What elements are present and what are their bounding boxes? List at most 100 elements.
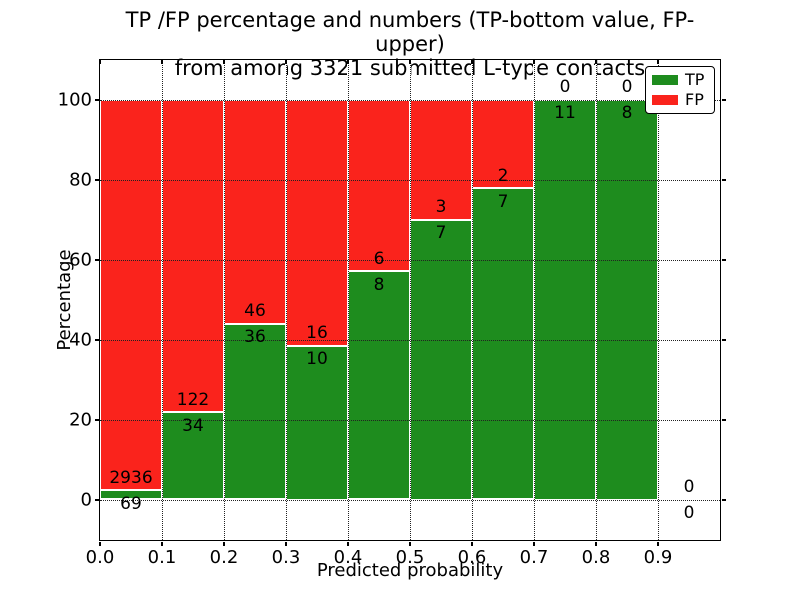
gridline-vertical xyxy=(223,59,225,540)
chart-title: TP /FP percentage and numbers (TP-bottom… xyxy=(100,8,720,80)
x-tick-label-0.1: 0.1 xyxy=(147,547,177,568)
y-tick-label-100: 100 xyxy=(57,89,92,111)
gridline-vertical xyxy=(285,59,287,540)
gridline-vertical xyxy=(347,59,349,540)
fp-count-label-0.1-0.2: 122 xyxy=(176,389,210,410)
tp-bar-0.1-0.2 xyxy=(161,412,224,500)
fp-count-label-0.7-0.8: 0 xyxy=(559,77,571,97)
legend-label-tp: TP xyxy=(685,70,705,89)
gridline-horizontal-40 xyxy=(99,339,720,341)
tp-count-label-0.6-0.7: 7 xyxy=(497,191,509,212)
x-tick-mark-bottom xyxy=(347,541,349,546)
tp-bar-0.2-0.3 xyxy=(223,323,286,500)
x-tick-label-0.0: 0.0 xyxy=(85,547,115,568)
fp-count-label-0.8-0.9: 0 xyxy=(621,77,633,97)
x-tick-mark-top xyxy=(657,60,659,64)
tp-bar-0.6-0.7 xyxy=(471,188,534,500)
gridline-vertical xyxy=(657,59,659,540)
legend-item-fp: FP xyxy=(652,92,708,108)
x-tick-label-0.2: 0.2 xyxy=(209,547,239,568)
tp-bar-0.5-0.6 xyxy=(409,219,472,500)
fp-count-label-0.4-0.5: 6 xyxy=(373,248,385,269)
y-tick-mark-right xyxy=(721,339,726,341)
y-tick-mark-right xyxy=(721,179,726,181)
gridline-vertical xyxy=(409,59,411,540)
fp-count-label-0.0-0.1: 2936 xyxy=(109,467,153,488)
y-tick-label-40: 40 xyxy=(69,329,92,351)
fp-bar-0.3-0.4 xyxy=(285,99,348,346)
gridline-horizontal-0 xyxy=(99,499,720,501)
y-tick-mark-left xyxy=(94,339,99,341)
y-tick-mark-right xyxy=(721,259,726,261)
legend: TP FP xyxy=(645,66,715,114)
tp-bar-0.3-0.4 xyxy=(285,345,348,500)
gridline-horizontal-20 xyxy=(99,419,720,421)
tp-count-label-0.7-0.8: 11 xyxy=(554,103,576,123)
tp-count-label-0.0-0.1: 69 xyxy=(120,493,142,514)
x-tick-mark-top xyxy=(99,60,101,64)
fp-bar-0.6-0.7 xyxy=(471,99,534,189)
plot-area xyxy=(98,58,721,541)
fp-count-label-0.9-1.0: 0 xyxy=(683,477,695,497)
gridline-vertical xyxy=(471,59,473,540)
x-tick-mark-top xyxy=(595,60,597,64)
x-tick-mark-bottom xyxy=(223,541,225,546)
tp-count-label-0.8-0.9: 8 xyxy=(621,103,633,123)
x-tick-mark-top xyxy=(533,60,535,64)
legend-item-tp: TP xyxy=(652,72,708,88)
y-tick-mark-left xyxy=(94,419,99,421)
x-tick-label-0.6: 0.6 xyxy=(457,547,487,568)
legend-swatch-tp-icon xyxy=(652,75,678,85)
legend-swatch-fp-icon xyxy=(652,95,678,105)
gridline-horizontal-80 xyxy=(99,179,720,181)
fp-bar-0.0-0.1 xyxy=(99,99,162,491)
x-tick-label-0.7: 0.7 xyxy=(519,547,549,568)
y-tick-mark-left xyxy=(94,259,99,261)
gridline-horizontal-60 xyxy=(99,259,720,261)
x-tick-mark-bottom xyxy=(533,541,535,546)
x-axis-label: Predicted probability xyxy=(316,560,504,581)
chart-title-line1: TP /FP percentage and numbers (TP-bottom… xyxy=(125,8,695,56)
tp-count-label-0.1-0.2: 34 xyxy=(182,415,204,436)
x-tick-mark-top xyxy=(223,60,225,64)
fp-bar-0.2-0.3 xyxy=(223,99,286,324)
gridline-horizontal-100 xyxy=(99,99,720,101)
tp-count-label-0.3-0.4: 10 xyxy=(306,349,328,369)
y-tick-mark-left xyxy=(94,499,99,501)
fp-bar-0.4-0.5 xyxy=(347,99,410,272)
x-tick-mark-bottom xyxy=(657,541,659,546)
x-tick-mark-bottom xyxy=(409,541,411,546)
x-tick-label-0.9: 0.9 xyxy=(643,547,673,568)
y-tick-label-60: 60 xyxy=(69,249,92,271)
gridline-vertical xyxy=(595,59,597,540)
gridline-vertical xyxy=(161,59,163,540)
x-tick-mark-bottom xyxy=(595,541,597,546)
y-tick-mark-right xyxy=(721,419,726,421)
tp-count-label-0.4-0.5: 8 xyxy=(373,274,385,295)
x-tick-mark-top xyxy=(347,60,349,64)
tp-count-label-0.2-0.3: 36 xyxy=(244,327,266,348)
tp-bar-0.8-0.9 xyxy=(595,99,658,500)
y-tick-mark-right xyxy=(721,499,726,501)
x-tick-mark-bottom xyxy=(99,541,101,546)
tp-count-label-0.9-1.0: 0 xyxy=(683,503,695,523)
y-tick-label-0: 0 xyxy=(80,489,92,511)
fp-count-label-0.3-0.4: 16 xyxy=(306,323,328,343)
x-tick-mark-bottom xyxy=(471,541,473,546)
x-tick-mark-bottom xyxy=(161,541,163,546)
x-tick-label-0.8: 0.8 xyxy=(581,547,611,568)
tp-bar-0.4-0.5 xyxy=(347,271,410,500)
x-tick-label-0.5: 0.5 xyxy=(395,547,425,568)
y-tick-mark-right xyxy=(721,99,726,101)
x-tick-mark-top xyxy=(471,60,473,64)
x-tick-label-0.4: 0.4 xyxy=(333,547,363,568)
tp-count-label-0.5-0.6: 7 xyxy=(435,223,447,243)
fp-count-label-0.5-0.6: 3 xyxy=(435,197,447,217)
legend-label-fp: FP xyxy=(685,90,704,109)
y-tick-label-20: 20 xyxy=(69,409,92,431)
fp-bar-0.1-0.2 xyxy=(161,99,224,413)
x-tick-mark-top xyxy=(285,60,287,64)
y-tick-mark-left xyxy=(94,99,99,101)
x-tick-mark-top xyxy=(409,60,411,64)
